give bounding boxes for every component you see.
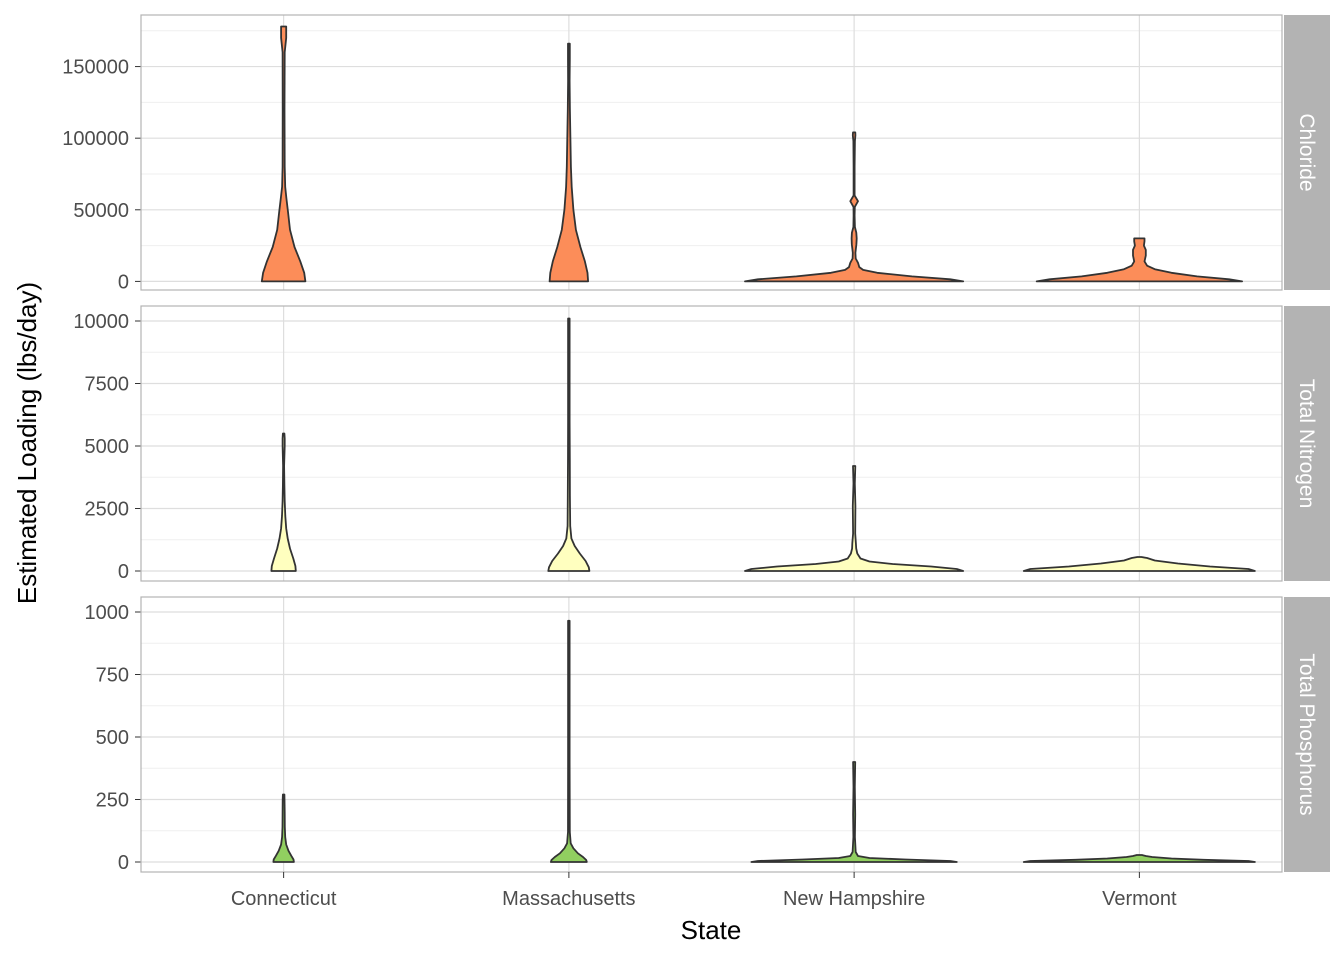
y-tick-label: 1000 — [85, 602, 130, 624]
violin-vermont — [1035, 237, 1243, 283]
facet-panel: 0 250 500 750 1000 Total Phosphorus — [85, 596, 1330, 874]
facet-strip — [1284, 15, 1330, 290]
y-tick-label: 0 — [118, 852, 129, 874]
facet-panel: 0 2500 5000 7500 10000 Total Nitrogen — [73, 305, 1330, 583]
y-tick-label: 250 — [96, 790, 129, 812]
facet-strip-label: Chloride — [1295, 113, 1318, 191]
y-tick-label: 2500 — [85, 499, 130, 521]
violin-connecticut — [260, 25, 307, 283]
violin-massachusetts — [547, 317, 591, 572]
y-axis-title: Estimated Loading (lbs/day) — [12, 282, 42, 604]
y-tick-label: 7500 — [85, 374, 130, 396]
x-tick-label: Connecticut — [231, 888, 337, 910]
y-tick-label: 750 — [96, 665, 129, 687]
violin-new-hampshire — [744, 131, 965, 283]
violin-vermont — [1022, 556, 1256, 572]
violin-connecticut — [270, 432, 297, 572]
violin-massachusetts — [550, 619, 588, 863]
y-tick-label: 0 — [118, 561, 129, 583]
panel-border — [140, 14, 1283, 291]
violin-new-hampshire — [744, 465, 965, 572]
y-tick-label: 0 — [118, 271, 129, 293]
facet-strip — [1284, 306, 1330, 581]
facet-strip — [1284, 597, 1330, 872]
facet-strip-label: Total Nitrogen — [1295, 379, 1318, 509]
panel-background — [141, 15, 1282, 290]
panel-border — [140, 305, 1283, 582]
facet-panels: 050000100000150000Chloride02500500075001… — [62, 14, 1330, 874]
x-axis: Connecticut Massachusetts New Hampshire Ver… — [231, 872, 1177, 910]
y-tick-label: 10000 — [73, 311, 129, 333]
x-tick-label: Vermont — [1102, 888, 1177, 910]
violin-new-hampshire — [750, 761, 958, 863]
x-tick-label: New Hampshire — [783, 888, 925, 910]
y-tick-label: 100000 — [62, 128, 129, 150]
violin-vermont — [1022, 854, 1256, 863]
violin-massachusetts — [548, 42, 589, 283]
y-tick-label: 50000 — [73, 200, 129, 222]
facet-panel: 0 50000 100000 150000 Chloride — [62, 14, 1330, 293]
panel-border — [140, 596, 1283, 873]
y-tick-label: 150000 — [62, 57, 129, 79]
violin-connecticut — [272, 793, 295, 863]
x-tick-label: Massachusetts — [502, 888, 635, 910]
facet-strip-label: Total Phosphorus — [1295, 653, 1318, 815]
x-axis-title: State — [681, 915, 742, 945]
y-tick-label: 500 — [96, 727, 129, 749]
y-tick-label: 5000 — [85, 436, 130, 458]
